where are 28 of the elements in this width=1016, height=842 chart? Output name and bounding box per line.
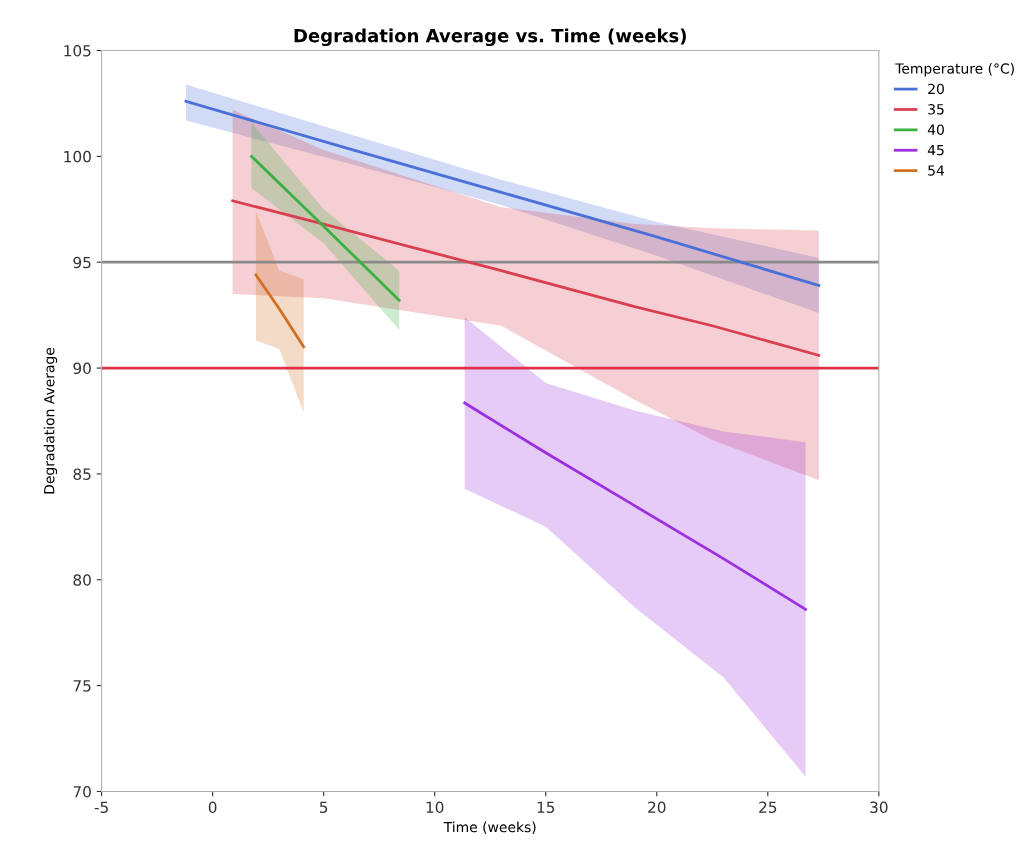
y-tick-label: 105: [64, 44, 91, 57]
legend-label: 45: [927, 144, 944, 156]
x-tick-label: 5: [319, 801, 328, 814]
legend-label: 20: [928, 83, 944, 95]
y-tick-label: 75: [73, 680, 91, 692]
y-tick-label: 85: [73, 468, 91, 480]
x-tick-label: -5: [94, 801, 108, 814]
y-tick-label: 90: [73, 362, 91, 375]
chart-title: Degradation Average vs. Time (weeks): [294, 28, 686, 47]
line-series: [231, 199, 821, 357]
x-tick-label: 0: [208, 801, 217, 814]
legend-label: 35: [928, 104, 944, 115]
y-tick-label: 80: [73, 574, 91, 586]
y-tick-label: 95: [73, 256, 91, 269]
x-axis-title: Time (weeks): [443, 821, 536, 834]
x-tick-label: 15: [537, 801, 555, 814]
x-tick-label: 10: [426, 801, 444, 814]
y-tick-label: 70: [73, 785, 91, 798]
legend-label: 40: [927, 124, 944, 135]
x-tick-label: 25: [759, 801, 777, 814]
y-axis-title: Degradation Average: [43, 347, 58, 494]
line-series: [463, 401, 807, 611]
x-tick-label: 30: [870, 801, 888, 814]
legend-title: Temperature (°C): [895, 63, 1014, 77]
legend-label: 54: [928, 165, 945, 176]
x-tick-label: 20: [648, 801, 666, 814]
y-tick-label: 100: [64, 150, 91, 163]
line-series: [184, 99, 821, 287]
